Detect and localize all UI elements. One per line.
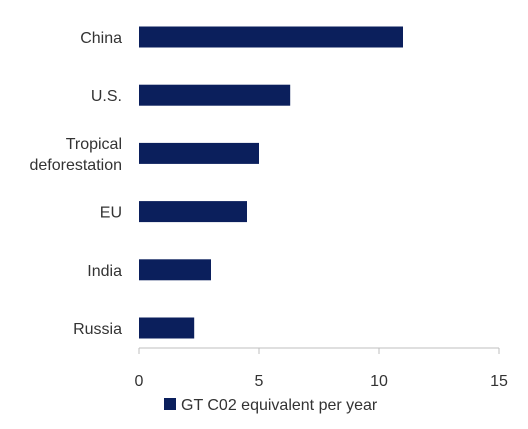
legend-label: GT C02 equivalent per year — [181, 397, 378, 414]
category-label-2-line-0: Tropical — [66, 136, 122, 153]
legend-swatch — [164, 398, 176, 410]
bars-layer — [139, 26, 403, 339]
category-label-3: EU — [100, 205, 122, 222]
bar-4 — [139, 259, 211, 281]
bar-2 — [139, 142, 259, 164]
x-tick-label-2: 10 — [370, 373, 388, 390]
x-tick-label-1: 5 — [255, 373, 264, 390]
bar-5 — [139, 317, 195, 339]
category-label-0: China — [80, 30, 122, 47]
bar-1 — [139, 84, 291, 106]
x-tick-label-0: 0 — [135, 373, 144, 390]
category-label-1: U.S. — [91, 88, 122, 105]
category-label-5: Russia — [73, 321, 122, 338]
x-axis: 0 5 10 15 — [135, 347, 508, 390]
bar-3 — [139, 201, 247, 223]
x-tick-label-3: 15 — [490, 373, 508, 390]
category-label-2-line-1: deforestation — [29, 157, 122, 174]
bar-0 — [139, 26, 403, 48]
category-label-4: India — [87, 263, 122, 280]
category-labels: China U.S. Tropical deforestation EU India Rus… — [29, 30, 122, 338]
legend: GT C02 equivalent per year — [164, 397, 378, 414]
